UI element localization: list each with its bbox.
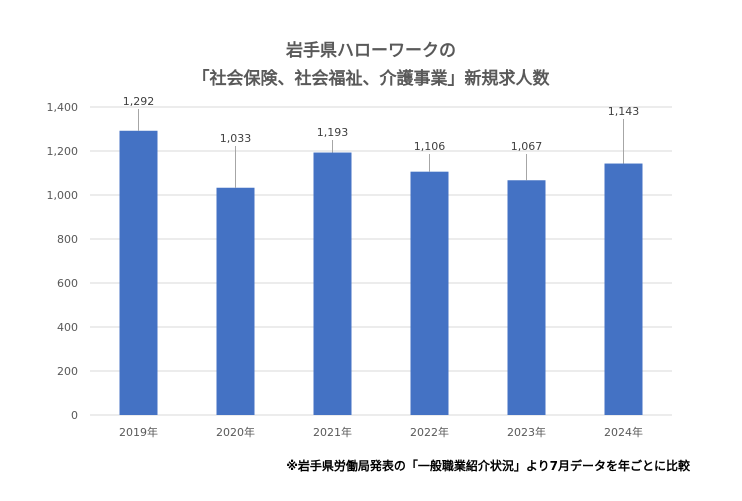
chart-title-line2: 「社会保険、社会福祉、介護事業」新規求人数 (192, 69, 550, 89)
y-tick-label: 1,400 (47, 101, 79, 114)
bar (119, 130, 158, 415)
data-label: 1,067 (511, 140, 543, 153)
y-tick-label: 1,200 (47, 145, 79, 158)
x-tick-label: 2023年 (507, 425, 546, 439)
y-tick-label: 600 (57, 277, 78, 290)
data-label: 1,033 (220, 132, 252, 145)
bar (507, 180, 546, 415)
y-tick-label: 800 (57, 233, 78, 246)
bar (604, 163, 643, 415)
chart-title-line1: 岩手県ハローワークの (286, 41, 456, 61)
x-tick-label: 2019年 (119, 425, 158, 439)
bar (313, 152, 352, 416)
data-label: 1,143 (608, 105, 640, 118)
bar (216, 187, 255, 415)
x-tick-label: 2022年 (410, 425, 449, 439)
data-label: 1,193 (317, 126, 349, 139)
footnote: ※岩手県労働局発表の「一般職業紹介状況」より7月データを年ごとに比較 (286, 459, 690, 473)
x-tick-label: 2020年 (216, 425, 255, 439)
bar (410, 171, 449, 415)
y-tick-label: 400 (57, 321, 78, 334)
x-tick-label: 2024年 (604, 425, 643, 439)
y-tick-label: 1,000 (47, 189, 79, 202)
x-tick-label: 2021年 (313, 425, 352, 439)
data-label: 1,106 (414, 140, 446, 153)
data-label: 1,292 (123, 95, 155, 108)
y-tick-label: 0 (71, 409, 78, 422)
y-tick-label: 200 (57, 365, 78, 378)
